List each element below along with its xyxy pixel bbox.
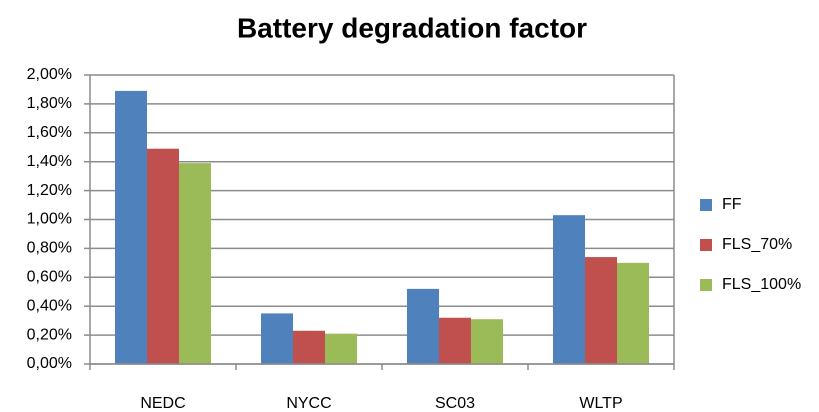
bar (617, 262, 649, 364)
bar (115, 90, 147, 365)
legend-label: FLS_100% (722, 276, 801, 293)
legend-swatch (700, 239, 712, 251)
x-tick-label: NYCC (286, 395, 331, 412)
bar (147, 148, 179, 364)
x-tick-label: WLTP (579, 395, 622, 412)
bar (293, 330, 325, 364)
bar (471, 319, 503, 364)
y-tick-label: 1,80% (27, 95, 72, 112)
y-tick-label: 0,40% (27, 297, 72, 314)
bar (325, 333, 357, 364)
chart-title: Battery degradation factor (237, 12, 587, 43)
x-tick-label: SC03 (435, 395, 475, 412)
y-tick-label: 1,40% (27, 153, 72, 170)
x-tick-label: NEDC (140, 395, 185, 412)
bar (553, 215, 585, 364)
legend-swatch (700, 279, 712, 291)
y-tick-label: 0,20% (27, 326, 72, 343)
y-tick-label: 0,60% (27, 269, 72, 286)
bar (407, 288, 439, 364)
y-tick-label: 1,00% (27, 211, 72, 228)
y-tick-label: 1,20% (27, 182, 72, 199)
y-tick-label: 0,00% (27, 355, 72, 372)
legend-swatch (700, 199, 712, 211)
legend-label: FLS_70% (722, 236, 792, 253)
bar (439, 317, 471, 364)
bar (585, 257, 617, 364)
y-tick-label: 0,80% (27, 240, 72, 257)
y-tick-label: 1,60% (27, 124, 72, 141)
legend-label: FF (722, 196, 742, 213)
bar (179, 163, 211, 364)
y-tick-label: 2,00% (27, 66, 72, 83)
bar (261, 313, 293, 364)
